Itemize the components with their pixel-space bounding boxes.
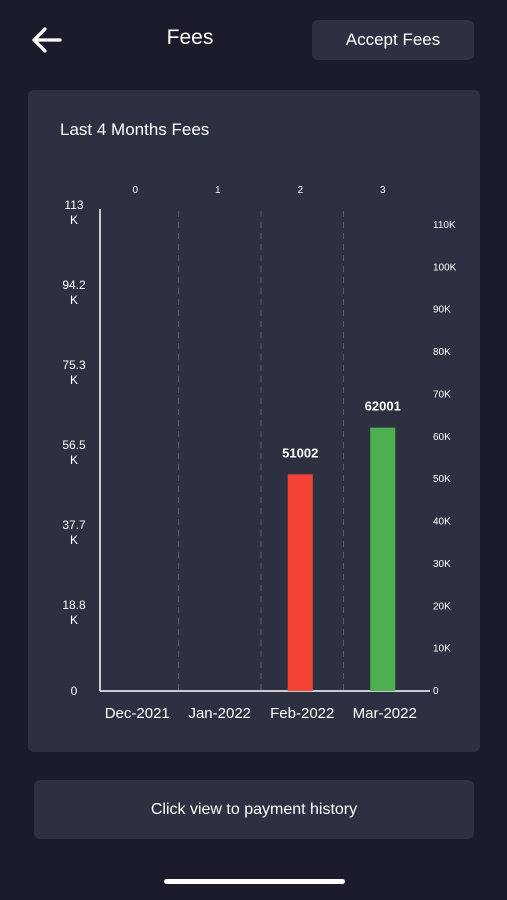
y2-tick-label: 20K (433, 601, 451, 612)
fees-bar-chart: 113K94.2K75.3K56.5K37.7K18.8K0110K100K90… (62, 185, 457, 722)
y-tick-label: 18.8 (62, 598, 86, 612)
y2-tick-label: 40K (433, 517, 451, 528)
y-tick-label: 94.2 (62, 278, 86, 292)
payment-history-button[interactable]: Click view to payment history (34, 780, 474, 839)
y-tick-unit: K (70, 613, 78, 627)
y2-tick-label: 10K (433, 644, 451, 655)
y2-tick-label: 30K (433, 559, 451, 570)
bar (287, 474, 313, 691)
y2-tick-label: 0 (433, 686, 439, 697)
y-tick-unit: K (70, 533, 78, 547)
x-tick-label: Dec-2021 (105, 705, 170, 722)
y2-tick-label: 50K (433, 474, 451, 485)
top-tick-label: 3 (380, 185, 386, 196)
y-tick-label: 0 (71, 684, 78, 698)
y-tick-unit: K (70, 453, 78, 467)
back-button[interactable] (30, 24, 64, 56)
x-tick-label: Feb-2022 (270, 705, 334, 722)
top-tick-label: 1 (215, 185, 221, 196)
arrow-left-icon (32, 27, 62, 53)
card-title: Last 4 Months Fees (60, 120, 210, 139)
y2-tick-label: 70K (433, 389, 451, 400)
y-tick-unit: K (70, 213, 78, 227)
accept-fees-button[interactable]: Accept Fees (312, 20, 474, 60)
y2-tick-label: 90K (433, 305, 451, 316)
y-tick-label: 37.7 (62, 518, 86, 532)
home-indicator (164, 879, 345, 884)
x-tick-label: Jan-2022 (188, 705, 251, 722)
y2-tick-label: 80K (433, 347, 451, 358)
y-tick-label: 113 (64, 198, 83, 212)
y2-tick-label: 60K (433, 432, 451, 443)
bar-value-label: 62001 (365, 399, 401, 414)
y-tick-label: 75.3 (62, 358, 86, 372)
y-tick-unit: K (70, 293, 78, 307)
y2-tick-label: 110K (433, 220, 456, 231)
y-tick-unit: K (70, 373, 78, 387)
app-header: Fees Accept Fees (0, 0, 507, 80)
top-tick-label: 2 (297, 185, 303, 196)
bar (370, 427, 396, 691)
fees-chart-card: Last 4 Months Fees 113 K 94.2 K 75.3 K 56.5 K 37… (28, 90, 480, 752)
page-title: Fees (166, 26, 214, 49)
bar-value-label: 51002 (282, 445, 318, 460)
x-tick-label: Mar-2022 (353, 705, 417, 722)
top-tick-label: 0 (132, 185, 138, 196)
y-tick-label: 56.5 (62, 438, 86, 452)
y2-tick-label: 100K (433, 262, 457, 273)
